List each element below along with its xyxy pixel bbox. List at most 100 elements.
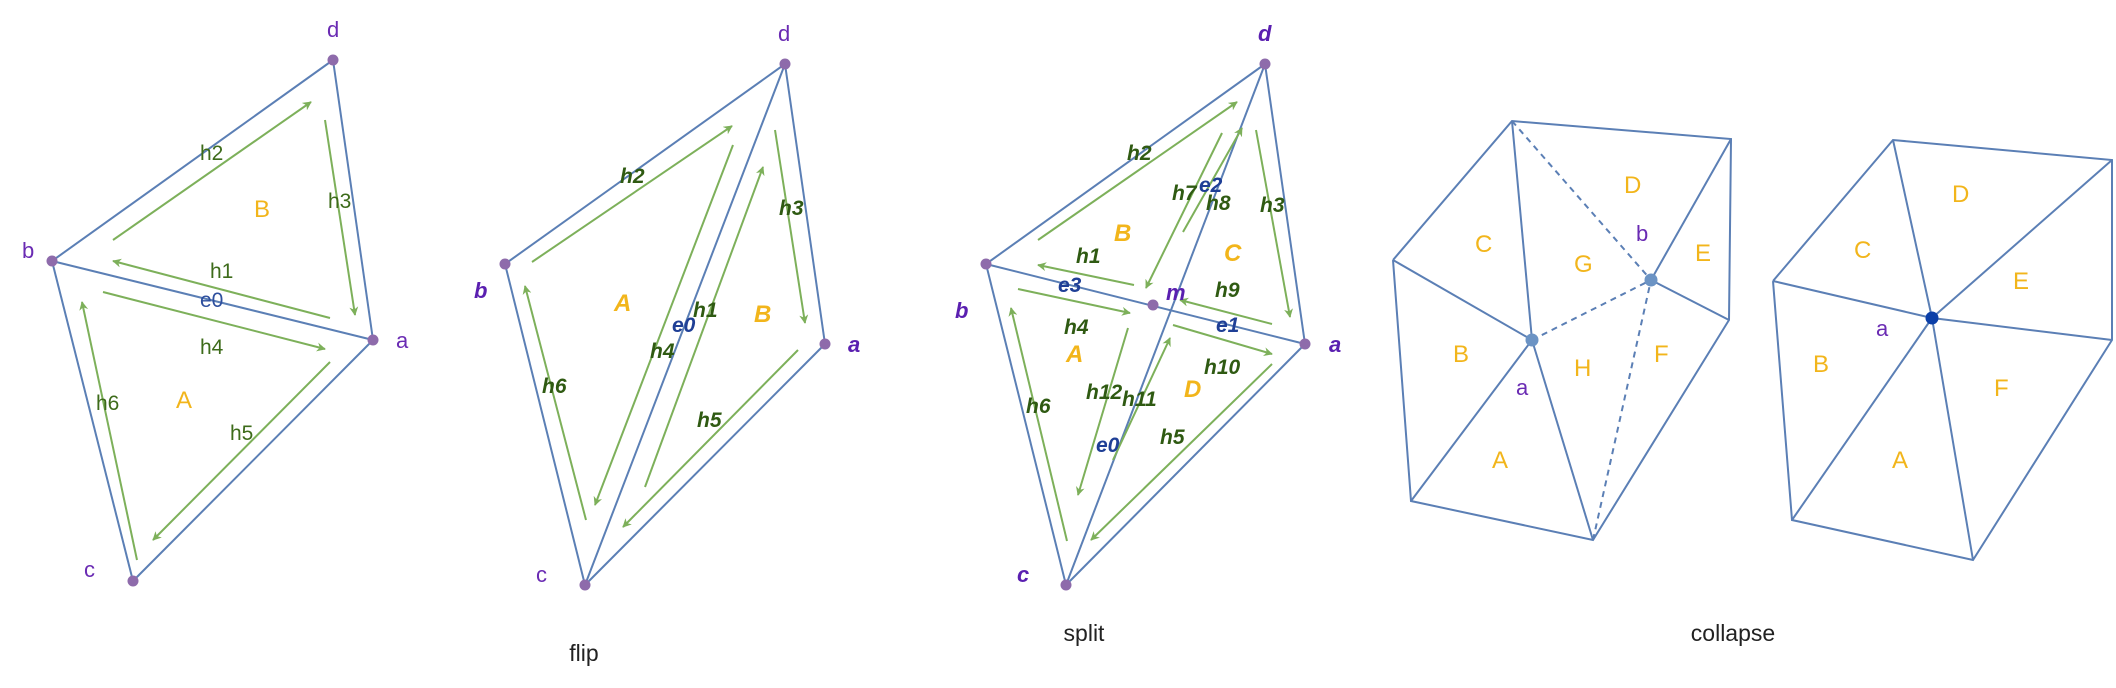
halfedge-label-h8: h8	[1206, 192, 1231, 215]
vertex-label-b: b	[22, 238, 34, 263]
vertex-label-m: m	[1166, 280, 1186, 305]
vertex-b	[980, 258, 992, 270]
vertex-label-b: b	[474, 278, 487, 303]
face-label-C: C	[1475, 231, 1492, 258]
vertex-c	[579, 579, 591, 591]
vertex-label-d: d	[1258, 21, 1272, 46]
face-label-A: A	[613, 290, 631, 317]
vertex-d	[327, 54, 339, 66]
vertex-label-a: a	[1876, 316, 1889, 341]
panel-flip: d b a c h2 h3 h1 e0 h4 h5 h6 A B flip	[474, 21, 860, 666]
halfedge-label-h2: h2	[620, 165, 645, 188]
halfedge-label-h1: h1	[1076, 245, 1101, 268]
panel-collapse-before: a b C D E G B H F A	[1392, 119, 1733, 542]
halfedge-arrows	[522, 125, 809, 528]
halfedge-label-h5: h5	[1160, 426, 1185, 449]
halfedge-label-h1: h1	[210, 260, 233, 283]
face-label-H: H	[1574, 355, 1591, 382]
halfedge-label-h3: h3	[328, 190, 351, 213]
vertex-label-a: a	[396, 328, 409, 353]
face-label-D: D	[1952, 181, 1969, 208]
halfedge-label-h6: h6	[96, 392, 119, 415]
vertex-label-a: a	[1516, 375, 1529, 400]
vertex-label-c: c	[1017, 562, 1029, 587]
vertex-a	[1299, 338, 1311, 350]
face-label-A: A	[1892, 447, 1908, 474]
mesh-edges	[985, 63, 1306, 586]
caption-collapse: collapse	[1691, 620, 1775, 646]
face-label-D: D	[1184, 376, 1201, 403]
halfedge-label-h7: h7	[1172, 182, 1198, 205]
face-label-A: A	[176, 387, 192, 414]
halfedge-label-h10: h10	[1204, 356, 1241, 379]
panel-collapse-after: a C D E B F A	[1772, 138, 2113, 562]
halfedge-label-h9: h9	[1215, 279, 1240, 302]
vertex-c	[1060, 579, 1072, 591]
face-label-B: B	[1453, 341, 1469, 368]
mesh-edges	[504, 63, 826, 586]
face-label-C: C	[1224, 240, 1242, 267]
vertex-a	[819, 338, 831, 350]
vertex-a	[1925, 311, 1939, 325]
vertex-c	[127, 575, 139, 587]
face-label-B: B	[1114, 220, 1131, 247]
mesh-edges	[1772, 138, 2113, 562]
halfedge-label-h6: h6	[542, 375, 567, 398]
vertex-d	[1259, 58, 1271, 70]
halfedge-label-h3: h3	[1260, 194, 1285, 217]
halfedge-label-h4: h4	[200, 336, 224, 359]
face-label-B: B	[754, 301, 771, 328]
halfedge-arrows	[1008, 101, 1293, 542]
panel-original: d b a c h2 h3 h1 e0 h4 h5 h6 B A	[22, 17, 409, 587]
vertices	[499, 58, 831, 591]
vertex-label-d: d	[778, 21, 790, 46]
vertex-label-c: c	[536, 562, 547, 587]
face-label-F: F	[1654, 341, 1669, 368]
vertex-label-b: b	[955, 298, 968, 323]
vertices	[46, 54, 379, 587]
mesh-edges	[1392, 119, 1733, 542]
face-label-C: C	[1854, 237, 1871, 264]
edge-label-e2: e2	[1199, 174, 1223, 197]
vertex-d	[779, 58, 791, 70]
halfedge-label-h6: h6	[1026, 395, 1051, 418]
halfedge-arrows	[79, 101, 359, 561]
halfedge-label-h11: h11	[1122, 388, 1157, 411]
vertex-label-d: d	[327, 17, 339, 42]
edge-label-e0: e0	[672, 314, 696, 337]
edge-label-e3: e3	[1058, 274, 1082, 297]
mesh-edges	[51, 59, 374, 582]
edge-label-e1: e1	[1216, 314, 1239, 337]
halfedge-label-h4: h4	[1064, 316, 1089, 339]
halfedge-label-h2: h2	[1127, 142, 1152, 165]
vertex-b	[499, 258, 511, 270]
halfedge-label-h1: h1	[693, 299, 718, 322]
caption-split: split	[1064, 620, 1106, 646]
halfedge-label-h3: h3	[779, 197, 804, 220]
face-label-F: F	[1994, 375, 2009, 402]
panel-split: d b a c m h2 h7 e2 h8 h3 h1 e3 h9 e1 h4 …	[955, 21, 1341, 646]
halfedge-label-h5: h5	[230, 422, 253, 445]
face-label-E: E	[2013, 268, 2029, 295]
vertex-label-a: a	[1329, 332, 1341, 357]
vertex-a	[1525, 333, 1539, 347]
edge-label-e0: e0	[200, 289, 223, 312]
vertex-b	[1644, 273, 1658, 287]
vertices	[1525, 273, 1658, 347]
vertex-label-b: b	[1636, 221, 1648, 246]
halfedge-label-h12: h12	[1086, 381, 1123, 404]
face-label-G: G	[1574, 251, 1593, 278]
vertex-m	[1147, 299, 1159, 311]
caption-flip: flip	[569, 640, 598, 666]
face-label-B: B	[1813, 351, 1829, 378]
vertex-label-c: c	[84, 557, 95, 582]
halfedge-label-h2: h2	[200, 142, 223, 165]
face-label-A: A	[1492, 447, 1508, 474]
vertex-label-a: a	[848, 332, 860, 357]
face-label-E: E	[1695, 240, 1711, 267]
face-label-A: A	[1065, 341, 1083, 368]
halfedge-label-h5: h5	[697, 409, 722, 432]
face-label-D: D	[1624, 172, 1641, 199]
vertices	[980, 58, 1311, 591]
